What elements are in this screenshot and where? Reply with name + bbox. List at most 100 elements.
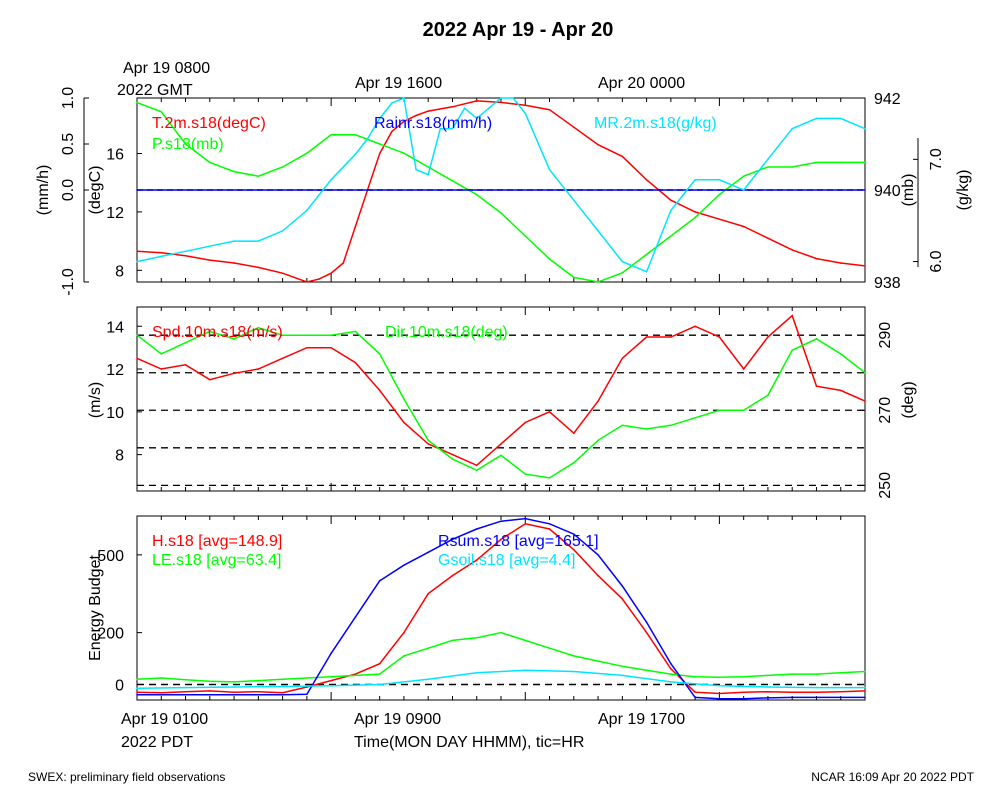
h-point	[694, 691, 696, 694]
spd-point	[281, 357, 284, 360]
le-point	[403, 655, 405, 657]
spd-point	[645, 336, 648, 338]
temp-t-point	[160, 251, 163, 254]
le-line	[136, 631, 866, 683]
temp-t-point	[791, 249, 793, 251]
temp-t-point	[342, 262, 345, 264]
le-point	[645, 669, 648, 671]
pres-p-point	[524, 235, 527, 237]
x-axis-label: Time(MON DAY HHMM), tic=HR	[354, 734, 584, 751]
spd-point	[209, 378, 211, 381]
spd-point	[742, 368, 745, 370]
h-point	[864, 690, 866, 692]
spd-point	[767, 336, 769, 338]
h-point	[403, 631, 405, 634]
mr-mr-point	[621, 260, 624, 263]
temp-t-point	[184, 254, 187, 257]
dir-point	[354, 330, 357, 333]
le-point	[621, 665, 624, 668]
pres-p-point	[864, 161, 866, 164]
dir-axis-tick-label: 250	[877, 472, 894, 499]
footer-right: NCAR 16:09 Apr 20 2022 PDT	[811, 770, 974, 784]
spd-point	[621, 357, 624, 360]
mr-mr-point	[427, 173, 430, 176]
temp-t-point	[403, 120, 405, 123]
mr-mr-point	[391, 102, 393, 104]
dir-point	[184, 341, 187, 344]
pres-p-point	[451, 180, 454, 182]
temp-t-point	[318, 278, 320, 280]
legend-dir: Dir.10m.s18(deg)	[385, 324, 508, 341]
dir-point	[597, 439, 599, 442]
le-point	[281, 678, 284, 681]
mr-mr-point	[184, 250, 187, 253]
spd-point	[815, 385, 818, 387]
spd-point	[354, 361, 357, 364]
mr-mr-point	[670, 209, 672, 212]
temp-t-point	[839, 262, 842, 264]
temp-axis-tick-label: 8	[115, 263, 124, 280]
h-point	[233, 691, 235, 694]
energy-axis-tick-label: 200	[97, 626, 124, 643]
rain-axis-tick-label: 0.5	[60, 133, 77, 155]
gsoil-point	[767, 686, 769, 688]
mr-mr-point	[415, 168, 417, 171]
spd-series	[136, 314, 866, 467]
gsoil-point	[670, 681, 672, 683]
spd-point	[233, 372, 235, 375]
rsum-point	[475, 528, 478, 530]
spd-point	[548, 411, 551, 413]
mr-mr-point	[839, 117, 842, 120]
pres-p-point	[330, 134, 332, 136]
pres-p-point	[378, 143, 381, 145]
pres-p-point	[573, 276, 575, 279]
rain-rainr-point	[136, 189, 138, 191]
rsum-point	[451, 538, 454, 541]
temp-t-point	[451, 105, 454, 108]
rain-axis-tick-label: 1.0	[60, 87, 77, 109]
legend-mr: MR.2m.s18(g/kg)	[594, 115, 717, 132]
dir-point	[791, 349, 793, 351]
rain-axis-tick-label: 0.0	[60, 179, 77, 201]
mr-mr-point	[742, 189, 745, 191]
legend-rain: Rainr.s18(mm/h)	[374, 115, 492, 132]
pres-p-point	[670, 235, 672, 237]
mr-mr-point	[767, 158, 769, 161]
mr-mr-point	[597, 230, 599, 232]
tick-layer: -1.0 0.0 0.5 1.0 8 12 16 938 940 942 6.0 7.0 8 10 12 14…	[60, 87, 945, 700]
mr-mr-point	[500, 97, 502, 99]
legend-h: H.s18 [avg=148.9]	[152, 533, 282, 550]
h-point	[427, 592, 430, 595]
gsoil-point	[136, 687, 138, 690]
h-point	[815, 691, 818, 694]
rsum-point	[184, 694, 187, 696]
gsoil-point	[621, 674, 624, 677]
le-point	[742, 675, 745, 678]
mr-mr-point	[306, 209, 308, 212]
temp-t-point	[573, 126, 575, 129]
le-point	[767, 674, 769, 677]
le-point	[548, 647, 551, 649]
gsoil-point	[281, 685, 284, 688]
pres-p-point	[209, 161, 211, 164]
temp-t-point	[767, 237, 769, 239]
dir-point	[330, 334, 332, 336]
dir-point	[864, 371, 866, 374]
mr-mr-point	[366, 138, 369, 140]
dir-point	[573, 462, 575, 464]
gsoil-point	[524, 669, 527, 671]
h-point	[378, 662, 381, 665]
rain-rainr-series	[136, 189, 866, 191]
le-point	[694, 675, 696, 678]
dir-point	[767, 394, 769, 397]
le-point	[670, 673, 672, 675]
dir-series	[136, 326, 866, 479]
temp-t-point	[306, 281, 308, 283]
gsoil-point	[475, 671, 478, 674]
spd-axis-label: (m/s)	[87, 382, 104, 418]
rsum-point	[597, 554, 599, 556]
le-point	[233, 681, 235, 683]
temp-t-point	[670, 199, 672, 202]
gsoil-point	[718, 684, 721, 687]
le-point	[378, 673, 381, 675]
